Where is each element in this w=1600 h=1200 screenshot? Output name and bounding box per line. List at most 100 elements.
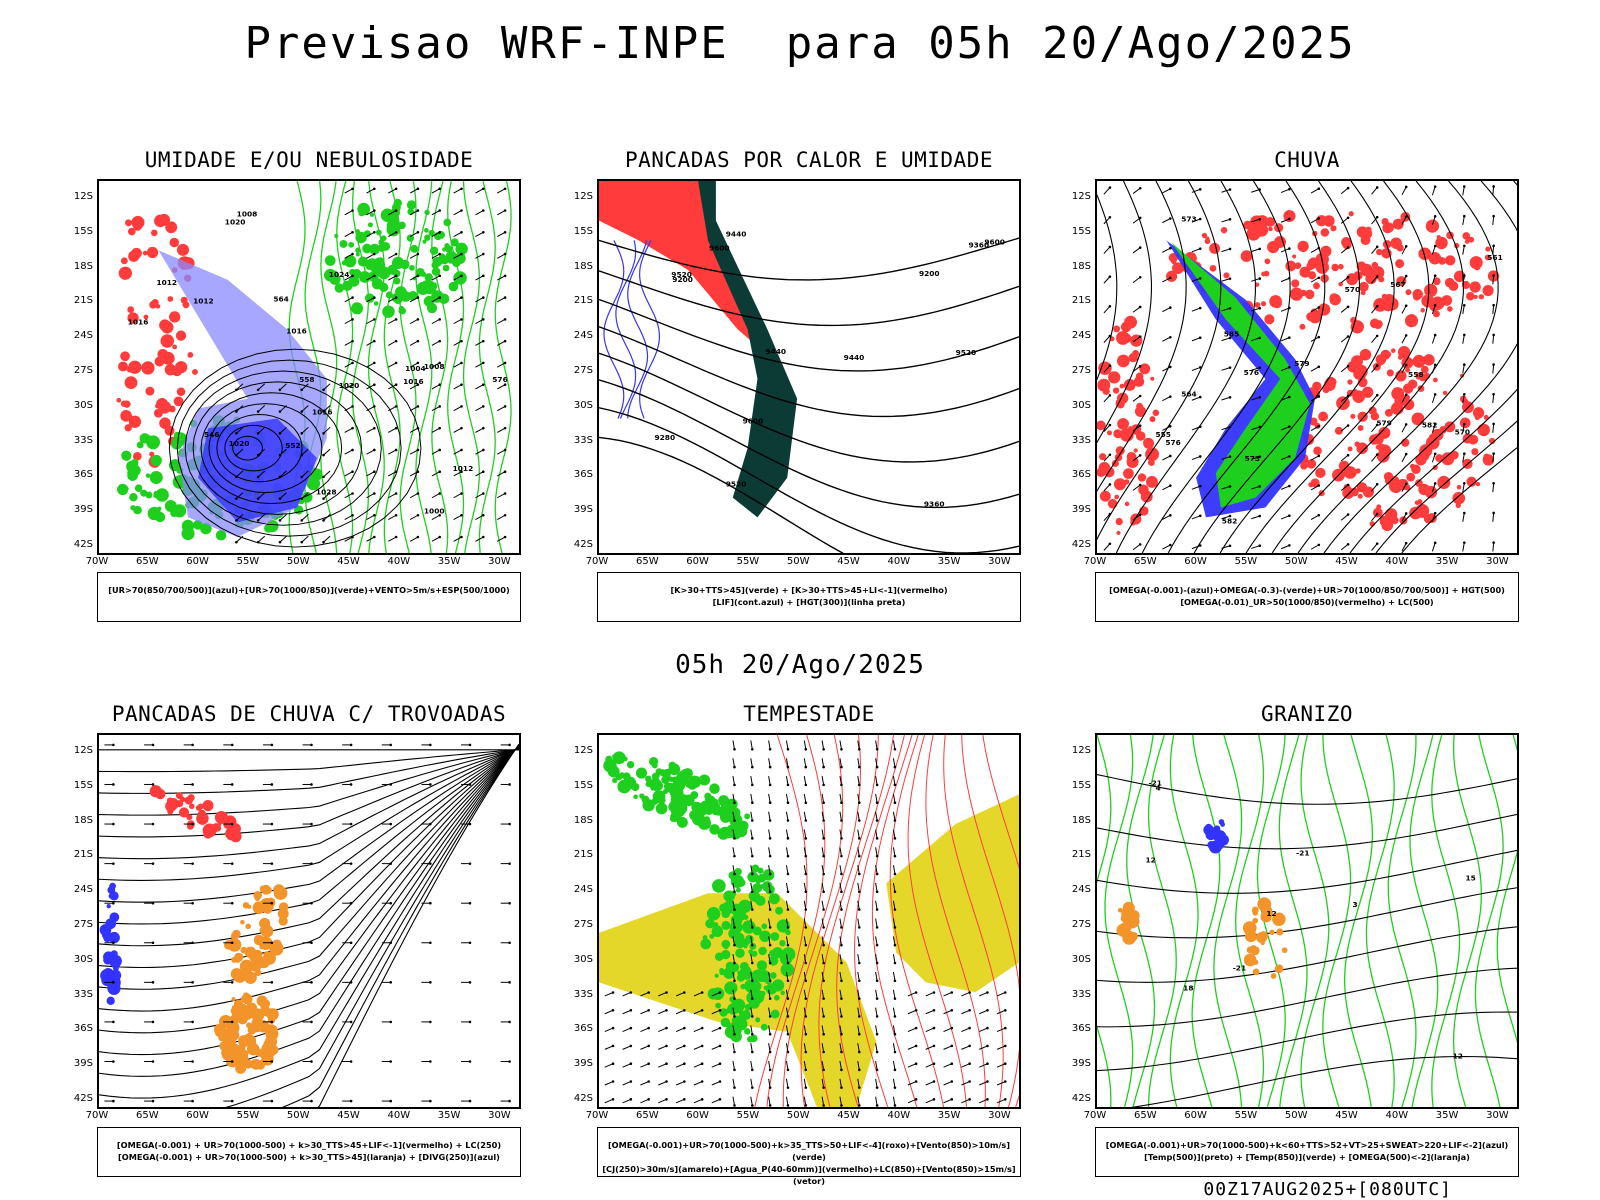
wind-arrow-head — [503, 209, 507, 212]
rain-red-areas-cell — [1134, 405, 1147, 417]
wind-arrow-head — [278, 388, 282, 392]
wind-arrow-head — [310, 981, 313, 984]
lat-tick-label: 36S — [573, 1023, 593, 1035]
wind-arrow-head — [394, 252, 398, 256]
wind-arrow-head — [804, 747, 808, 751]
wind-arrow — [768, 1025, 771, 1035]
wind-arrow — [453, 449, 462, 455]
wind-850-green-cell — [734, 867, 742, 876]
rain-red-areas-cell — [1343, 466, 1357, 479]
rain-red-areas-cell — [1390, 516, 1399, 525]
rain-red-areas-cell — [1140, 490, 1153, 503]
thunderstorm-orange-cell — [242, 992, 249, 999]
rain-red-areas-cell — [1428, 252, 1442, 265]
temp850-green — [1169, 735, 1199, 1107]
temp850-green — [1496, 735, 1517, 1044]
wind-arrow — [1162, 514, 1171, 520]
temp850-green — [1104, 735, 1134, 1107]
wind-arrow-head — [503, 426, 507, 430]
wind-arrow — [892, 936, 896, 946]
wind-arrow — [431, 427, 440, 433]
wind-arrow — [453, 362, 462, 368]
wind-arrow — [497, 449, 506, 455]
wind-arrow-head — [822, 979, 825, 983]
wind-850-green-cell — [651, 797, 659, 805]
wind-arrow — [857, 793, 860, 803]
wind-arrow-head — [968, 1044, 971, 1048]
wind-arrow — [821, 776, 825, 785]
red-dash-contours-cell — [124, 376, 138, 390]
wind-arrow-head — [1138, 513, 1142, 517]
wind-arrow — [821, 1043, 825, 1053]
wind-arrow — [497, 275, 506, 281]
wind-arrow-head — [322, 453, 325, 457]
legend-line: [K>30+TTS>45](verde) + [K>30+TTS>45+LI<-… — [670, 585, 948, 595]
wind-arrow — [821, 829, 825, 839]
rain-red-areas-cell — [1433, 310, 1440, 318]
hgt300-contours — [599, 379, 1019, 509]
wind-arrow — [1162, 485, 1171, 491]
lon-tick-label: 60W — [686, 1110, 709, 1121]
humidity-850-1000-cell — [455, 242, 468, 256]
wind-arrow — [453, 318, 462, 325]
wind-arrow-head — [389, 901, 393, 905]
wind-arrow — [344, 514, 353, 520]
wind-arrow-head — [1404, 452, 1408, 456]
wind-arrow — [1310, 425, 1320, 431]
lat-tick-label: 33S — [573, 434, 593, 446]
wind-arrow-head — [875, 979, 879, 983]
wind-arrow — [301, 535, 309, 543]
wind-arrow-head — [786, 747, 790, 751]
temp850-green — [1300, 735, 1330, 1107]
wind-arrow — [497, 253, 506, 259]
green-humidity-contours — [415, 181, 433, 553]
wind-arrow — [388, 427, 397, 433]
wind-arrow — [1310, 514, 1320, 521]
wind-arrow — [907, 1009, 917, 1015]
wind-arrow-head — [278, 453, 282, 457]
legend-line: [CJ(250)>30m/s](amarelo)+[Agua_P(40-60mm… — [602, 1164, 1016, 1186]
wind-arrow-head — [191, 743, 194, 747]
wind-arrow — [821, 954, 825, 964]
thunderstorm-orange-cell — [273, 886, 288, 900]
lat-tick-label: 24S — [573, 884, 593, 896]
wind-arrow-head — [394, 535, 398, 539]
lon-tick-label: 70W — [1083, 1110, 1107, 1121]
wind-arrow — [409, 275, 419, 281]
wind-arrow — [892, 918, 896, 928]
wind-arrow — [431, 405, 440, 412]
wind-arrow-head — [351, 274, 354, 278]
main-title: Previsao WRF-INPE para 05h 20/Ago/2025 — [244, 18, 1356, 69]
wind-arrow-head — [416, 274, 420, 278]
legend-line: [OMEGA(-0.001) + UR>70(1000-500) + k>30_… — [118, 1152, 500, 1162]
green-humidity-contours — [478, 181, 496, 553]
wind-arrow — [475, 449, 484, 455]
wind-arrow — [344, 536, 353, 542]
wind-arrow — [497, 362, 506, 368]
wind-arrow-head — [349, 1060, 353, 1063]
wind-arrow — [785, 936, 789, 946]
rain-red-areas-cell — [1425, 219, 1440, 233]
wind-arrow — [925, 1027, 935, 1033]
unstable-area — [698, 181, 798, 518]
green-humidity-contours — [494, 181, 512, 553]
wind-arrow-head — [438, 426, 441, 430]
wind-arrow — [1251, 515, 1260, 520]
wind-arrow-head — [482, 470, 485, 474]
wind-arrow-head — [1228, 425, 1232, 429]
rain-red-areas-cell — [1429, 433, 1436, 441]
omega500-orange-cell — [1122, 901, 1135, 914]
wind-arrow-head — [665, 1044, 668, 1048]
rain-red-areas-cell — [1313, 282, 1320, 290]
wind-arrow — [1431, 542, 1436, 552]
wind-arrow — [821, 1078, 825, 1088]
wind-arrow-head — [460, 252, 463, 256]
contour-label: 555 — [1155, 430, 1170, 439]
wind-arrow-head — [351, 252, 354, 256]
wind-arrow-head — [768, 783, 772, 787]
lat-tick-label: 15S — [573, 779, 593, 791]
rain-red-areas-cell — [1444, 421, 1456, 433]
wind-arrow-head — [349, 1020, 353, 1024]
rain-red-areas-cell — [1407, 361, 1413, 366]
wind-arrow-head — [1169, 543, 1172, 547]
